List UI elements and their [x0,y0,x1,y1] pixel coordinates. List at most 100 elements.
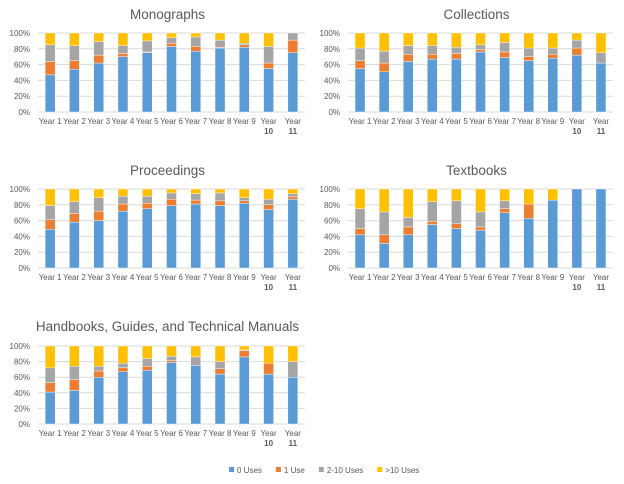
bar-segment-0-uses [378,71,390,113]
bar-segment--10-uses [166,188,177,194]
bar-segment--10-uses [239,188,250,198]
bar-segment-2-10-uses [239,197,250,202]
bar-segment-0-uses [499,57,510,113]
bar-segment-1-use [166,199,177,206]
bar-segment--10-uses [44,345,56,369]
bar-segment-0-uses [214,47,226,113]
bar-segment-2-10-uses [93,41,104,56]
bar-segment-1-use [44,61,56,76]
legend-label: 2-10 Uses [327,466,363,475]
x-tick-label: Year 5 [136,117,159,126]
bar-segment-2-10-uses [499,42,510,53]
bar-segment-2-10-uses [451,200,462,224]
bar-segment-2-10-uses [117,362,129,369]
bar-segment-0-uses [427,224,438,269]
bar-segment-2-10-uses [166,355,177,362]
x-tick-label: Year 7 [184,273,207,282]
bar-segment--10-uses [93,188,104,198]
bar-segment-1-use [93,210,104,221]
bar-segment-0-uses [595,188,607,269]
bar-segment-0-uses [475,51,486,113]
x-tick-label: Year 10 [569,273,586,292]
bar-segment--10-uses [403,188,414,218]
bar-segment-2-10-uses [117,195,129,205]
x-tick-label: Year 9 [233,117,256,126]
bar-segment-1-use [287,196,299,200]
bar-segment-1-use [69,60,80,70]
y-tick-label: 20% [324,248,340,257]
y-tick-label: 0% [328,264,340,273]
bar-segment-2-10-uses [117,45,129,54]
bar-segment-0-uses [547,199,558,269]
legend-label: >10 Uses [385,466,419,475]
bar-segment-2-10-uses [475,211,486,228]
x-tick-line: 11 [289,127,298,136]
x-tick-label: Year 3 [87,117,110,126]
bar-segment-1-use [427,221,438,225]
bar-segment-1-use [523,56,534,61]
bar-segment-0-uses [142,369,153,425]
bar-segment-1-use [378,234,390,244]
y-tick-label: 40% [14,389,30,398]
bar-segment-2-10-uses [166,192,177,200]
bar-segment-1-use [475,49,486,53]
bar-segment-0-uses [166,362,177,425]
x-tick-label: Year 11 [593,117,610,136]
x-tick-label: Year 1 [39,117,62,126]
bar-segment-0-uses [287,377,299,425]
bar-segment-1-use [523,203,534,219]
bar-segment-2-10-uses [263,46,274,64]
bar-segment--10-uses [499,188,510,202]
x-tick-label: Year 4 [421,117,444,126]
x-tick-label: Year 5 [445,117,468,126]
bar-segment-1-use [451,53,462,60]
bar-segment--10-uses [190,188,201,194]
x-tick-label: Year 4 [112,117,135,126]
bar-segment-2-10-uses [403,45,414,55]
chart-title: Monographs [130,7,205,22]
bar-segment-2-10-uses [475,44,486,50]
bar-segment-2-10-uses [69,201,80,214]
bar-segment-1-use [214,200,226,206]
bar-segment--10-uses [44,188,56,206]
x-tick-label: Year 4 [112,273,135,282]
bar-segment-1-use [166,360,177,363]
chart-title: Collections [443,7,509,22]
bar-segment-0-uses [354,68,366,113]
x-tick-label: Year 8 [517,117,540,126]
x-tick-label: Year 4 [112,429,135,438]
bar-segment--10-uses [214,188,226,194]
y-tick-label: 0% [18,264,30,273]
bar-segment-0-uses [190,203,201,269]
y-tick-label: 100% [10,185,30,194]
bar-segment-2-10-uses [354,208,366,229]
bar-segment-0-uses [451,228,462,269]
x-tick-label: Year 6 [160,273,183,282]
x-tick-label: Year 3 [397,117,420,126]
x-tick-line: 10 [572,127,581,136]
bar-segment-0-uses [214,205,226,269]
bar-segment-1-use [190,199,201,205]
y-tick-label: 80% [14,358,30,367]
y-tick-label: 80% [324,45,340,54]
bar-segment--10-uses [44,32,56,46]
bar-segment--10-uses [142,345,153,359]
bar-segment-0-uses [263,373,274,425]
bar-segment-2-10-uses [69,45,80,61]
bar-segment-1-use [93,370,104,378]
bar-segment--10-uses [451,188,462,202]
x-tick-label: Year 2 [373,117,396,126]
bar-segment-1-use [427,54,438,60]
legend: 0 Uses 1 Use 2-10 Uses >10 Uses [229,466,419,475]
x-tick-label: Year 9 [541,273,564,282]
bar-segment-0-uses [69,221,80,269]
y-tick-label: 20% [324,92,340,101]
x-tick-label: Year 2 [63,429,86,438]
x-tick-label: Year 1 [349,117,372,126]
bar-segment-0-uses [427,58,438,113]
x-tick-label: Year 7 [184,429,207,438]
x-tick-label: Year 7 [493,117,516,126]
x-tick-line: Year [261,429,278,438]
x-tick-line: Year [593,117,610,126]
